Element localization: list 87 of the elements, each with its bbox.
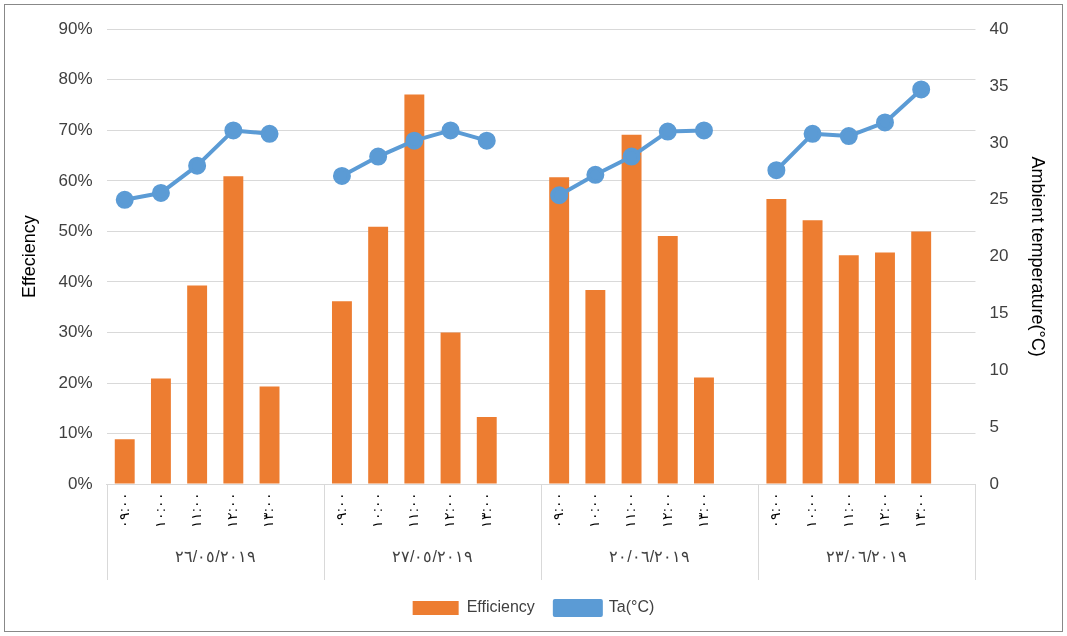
point [151,183,170,202]
y2-axis-title: Ambient temperature(°C) [1028,156,1049,357]
x-tick-label: ١١:٠٠ [622,492,639,528]
y-tick-label: 50% [58,221,93,241]
point [188,156,207,175]
point [441,121,460,140]
bar [694,377,714,484]
x-tick-label: ١٢:٠٠ [875,492,892,528]
x-tick-label: ١١:٠٠ [187,492,204,528]
point [550,186,569,205]
x-tick-label: ١٠:٠٠ [803,492,820,528]
point [622,147,641,166]
y-tick-label: 70% [58,119,93,139]
point [586,165,605,184]
bar [259,386,280,484]
point [803,124,822,143]
y2-tick-label: 0 [989,473,999,493]
x-tick-label: ١٣:٠٠ [912,492,929,528]
text: ٢٦/٠٥/٢٠١٩ [174,548,256,566]
bar [657,235,678,484]
y-tick-label: 20% [58,372,93,392]
x-tick-label: ٠٩:٠٠ [332,492,349,528]
y2-tick-label: 40 [989,18,1009,38]
x-tick-label: ١٢:٠٠ [441,492,458,528]
y-tick-label: 40% [58,271,93,291]
point [369,147,388,166]
y2-tick-label: 15 [989,303,1009,323]
x-tick-label: ١١:٠٠ [405,492,422,528]
y2-tick-label: 30 [989,132,1009,152]
y-tick-label: 60% [58,170,93,190]
point [658,122,677,141]
bar [838,255,859,484]
bar [802,220,823,484]
y2-tick-label: 25 [989,189,1009,209]
y-tick-label: 10% [58,423,93,443]
text: ٢٣/٠٦/٢٠١٩ [826,548,908,566]
point [477,131,496,150]
point [332,166,351,185]
y2-tick-label: 10 [989,360,1009,380]
x-tick-label: ١٠:٠٠ [586,492,603,528]
bar [150,378,171,484]
y-axis-title: Effeciency [18,215,39,299]
text: ٢٧/٠٥/٢٠١٩ [392,548,473,566]
point [912,80,931,99]
bar [766,199,787,484]
x-tick-label: ١٠:٠٠ [369,492,385,528]
point [115,190,134,209]
x-tick-label: ٠٩:٠٠ [550,492,567,528]
point [260,124,279,143]
x-tick-label: ١١:٠٠ [839,492,856,528]
bar [585,290,606,484]
point [694,121,713,140]
legend-label: Efficiency [466,598,535,616]
x-tick-label: ١٣:٠٠ [477,492,494,528]
bar [331,301,352,484]
x-tick-label: ٠٩:٠٠ [115,492,132,528]
bar [404,94,425,484]
x-tick-label: ١٢:٠٠ [658,492,675,528]
bar [875,252,895,484]
y2-tick-label: 35 [989,75,1009,95]
y-tick-label: 80% [58,69,93,89]
x-tick-label: ٠٩:٠٠ [767,492,784,528]
point [405,131,424,150]
bar [911,231,932,484]
x-tick-label: ١٠:٠٠ [151,492,168,528]
y2-tick-label: 20 [989,246,1009,266]
x-tick-label: ١٣:٠٠ [260,492,277,528]
text: ٢٠/٠٦/٢٠١٩ [609,548,691,566]
bar [114,439,135,484]
legend-label: Ta(°C) [608,598,655,616]
bar [223,176,244,484]
bar [440,332,461,484]
x-tick-label: ١٢:٠٠ [224,492,241,528]
bar [368,226,389,484]
y-tick-label: 0% [68,473,93,493]
x-tick-label: ١٣:٠٠ [694,492,711,528]
y-tick-label: 30% [58,322,93,342]
point [839,127,858,146]
bar [187,285,208,484]
y-tick-label: 90% [58,18,93,38]
y2-tick-label: 5 [989,416,999,436]
bar [621,134,642,484]
bar [549,177,570,484]
point [224,121,243,140]
bar [476,416,497,484]
point [875,113,894,132]
point [767,161,786,180]
